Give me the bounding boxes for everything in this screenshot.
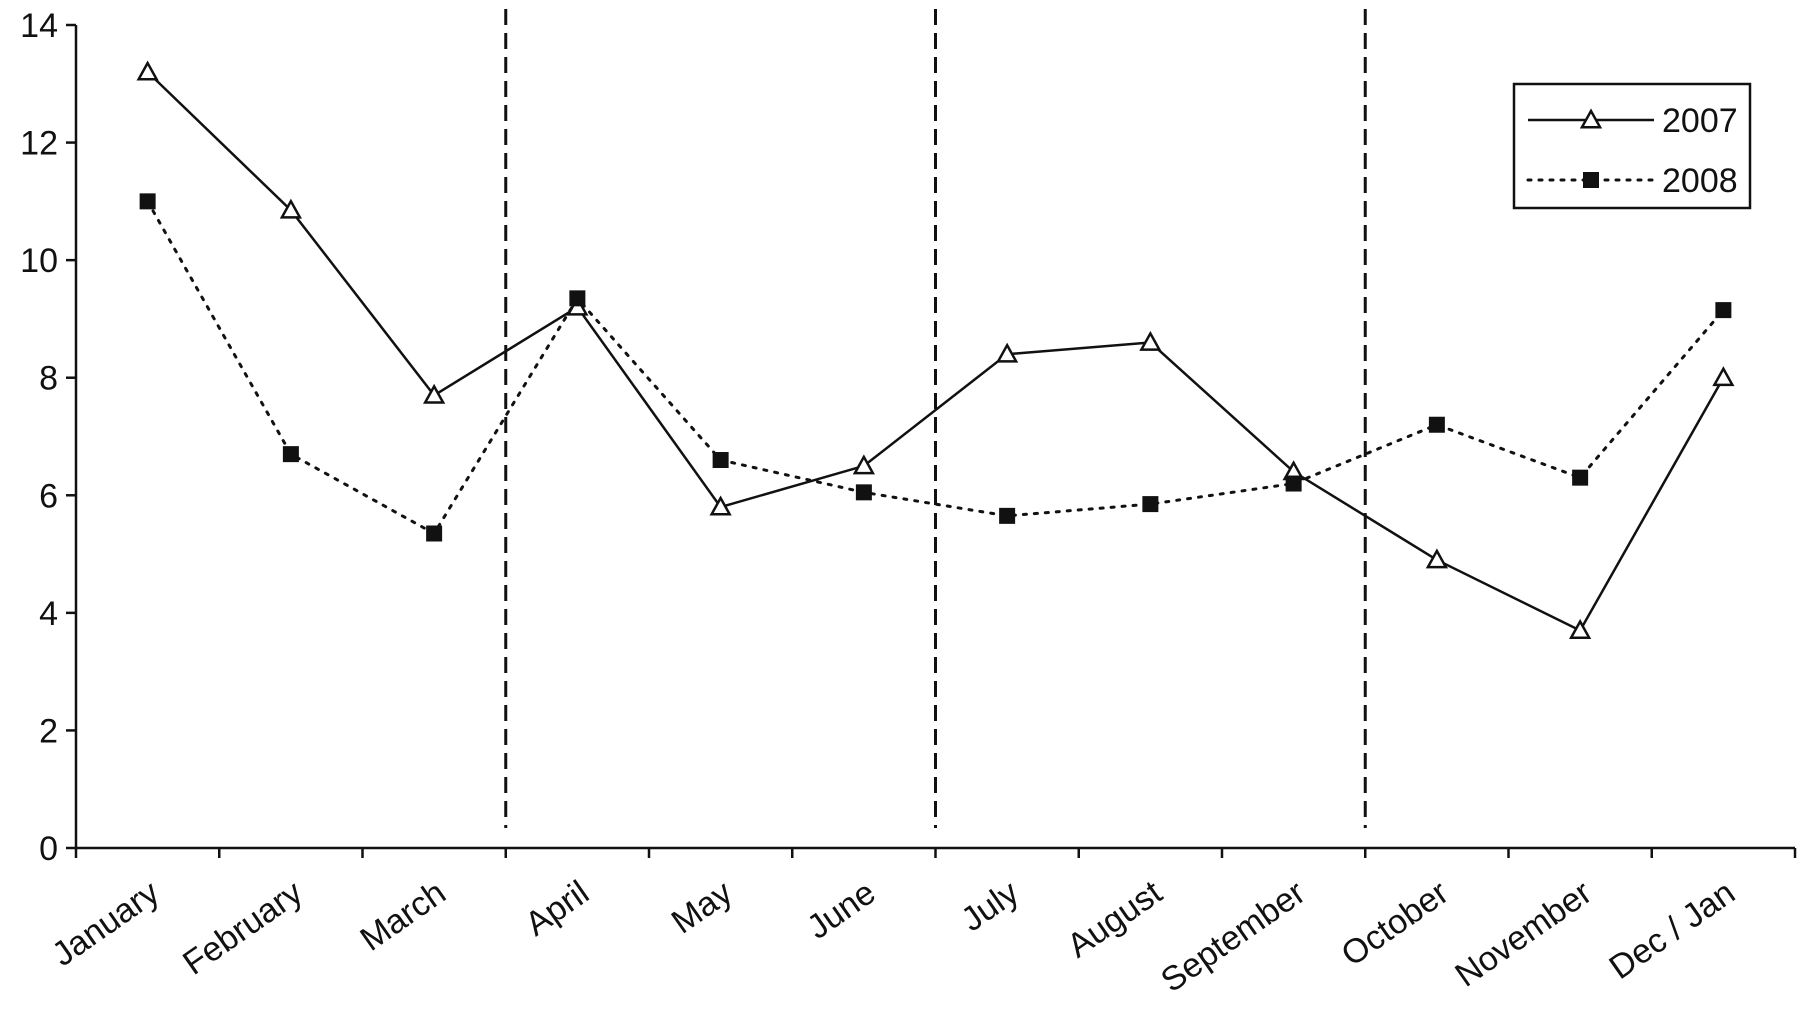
data-point-2007-2: [423, 383, 446, 404]
series-group: [136, 60, 1735, 639]
x-category-label: June: [800, 873, 882, 946]
x-category-label: February: [176, 873, 309, 982]
y-tick-label: 12: [20, 125, 58, 163]
data-point-2008-10: [1572, 469, 1589, 486]
y-tick-label: 6: [39, 477, 58, 515]
data-point-2008-11: [1715, 302, 1732, 319]
data-point-2008-2: [426, 525, 443, 542]
data-point-2007-0: [136, 60, 159, 81]
y-tick-label: 14: [20, 7, 58, 45]
data-point-2008-4: [712, 452, 729, 469]
legend-box: [1512, 82, 1752, 210]
x-category-label: September: [1154, 873, 1312, 1000]
x-category-label: July: [954, 873, 1025, 939]
y-tick-label: 4: [39, 595, 58, 633]
data-point-2007-9: [1425, 548, 1448, 569]
data-point-2007-7: [1139, 330, 1162, 351]
data-point-2008-0: [139, 193, 156, 210]
legend: 2007 2008: [1512, 82, 1752, 210]
data-point-2008-5: [855, 484, 872, 501]
x-category-label: March: [354, 873, 453, 958]
data-point-2007-5: [852, 454, 875, 475]
data-point-2007-10: [1569, 618, 1592, 639]
data-point-2008-8: [1285, 475, 1302, 492]
x-category-label: October: [1335, 873, 1456, 974]
y-tick-label: 8: [39, 360, 58, 398]
x-category-label: January: [45, 873, 166, 974]
series-line-2008: [146, 199, 1725, 536]
data-point-2008-3: [569, 290, 586, 307]
data-point-2008-9: [1428, 416, 1445, 433]
series-2008: [139, 193, 1732, 542]
reference-lines: [504, 9, 1367, 828]
data-point-2007-6: [996, 342, 1019, 363]
legend-marker-2008: [1583, 172, 1599, 188]
legend-marker-2007: [1579, 108, 1603, 129]
legend-label-2008: 2008: [1662, 162, 1738, 200]
x-category-label: May: [665, 873, 739, 941]
x-category-label: August: [1060, 873, 1169, 965]
data-point-2008-7: [1142, 496, 1159, 513]
x-category-label: April: [518, 873, 596, 943]
data-point-2007-11: [1712, 366, 1735, 387]
data-point-2008-1: [282, 446, 299, 463]
y-tick-label: 10: [20, 242, 58, 280]
legend-label-2007: 2007: [1662, 102, 1738, 140]
series-2007: [136, 60, 1735, 639]
x-category-label: November: [1448, 873, 1598, 994]
x-category-label: Dec / Jan: [1603, 873, 1742, 987]
y-tick-label: 2: [39, 712, 58, 750]
data-point-2007-1: [279, 198, 302, 219]
y-tick-label: 0: [39, 830, 58, 868]
series-line-2007: [146, 71, 1725, 633]
data-point-2007-4: [709, 495, 732, 516]
data-point-2008-6: [999, 507, 1016, 524]
